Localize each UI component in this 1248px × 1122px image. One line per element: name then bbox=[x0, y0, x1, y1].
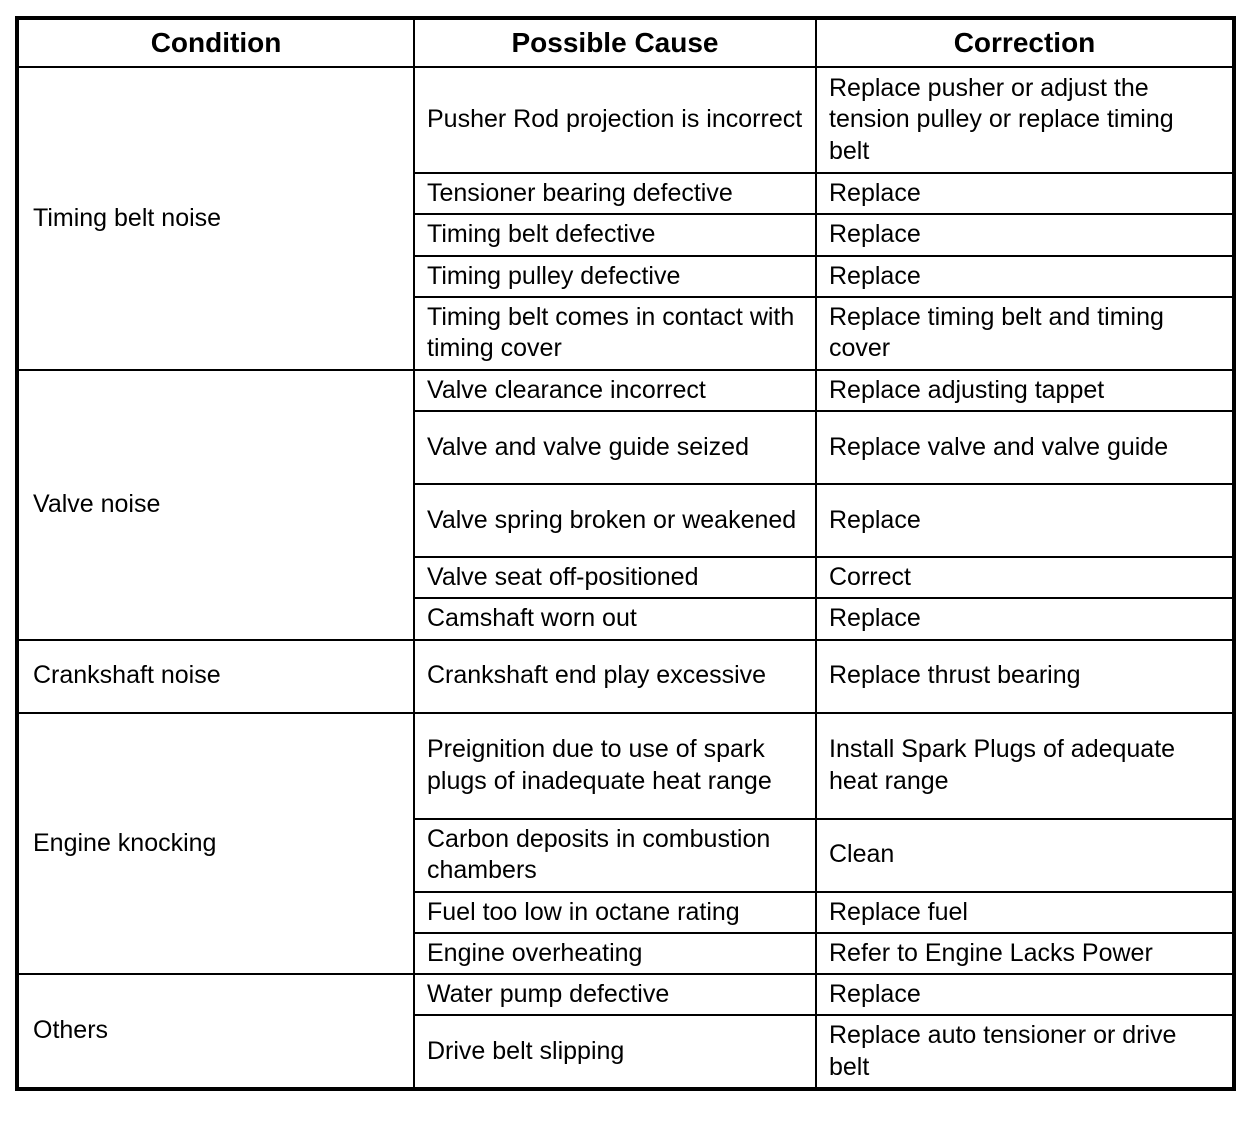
correction-cell: Replace bbox=[815, 597, 1235, 641]
correction-cell: Replace pusher or adjust the tension pul… bbox=[815, 66, 1235, 174]
table-row: Valve noise Valve clearance incorrect Re… bbox=[16, 368, 1235, 641]
cause-cell: Valve seat off-positioned bbox=[413, 555, 817, 600]
correction-cell: Correct bbox=[815, 555, 1235, 600]
correction-cell: Clean bbox=[815, 817, 1235, 893]
header-condition: Condition bbox=[16, 17, 415, 68]
cause-cell: Timing pulley defective bbox=[413, 254, 817, 298]
header-possible-cause: Possible Cause bbox=[413, 17, 817, 68]
condition-cell-timing-belt-noise: Timing belt noise bbox=[16, 66, 415, 371]
table-row: Engine knocking Preignition due to use o… bbox=[16, 711, 1235, 975]
correction-cell: Install Spark Plugs of adequate heat ran… bbox=[815, 711, 1235, 820]
correction-cell: Replace bbox=[815, 483, 1235, 558]
cause-cell: Carbon deposits in combustion chambers bbox=[413, 817, 817, 893]
cause-cell: Drive belt slipping bbox=[413, 1014, 817, 1090]
header-row: Condition Possible Cause Correction bbox=[16, 17, 1235, 68]
correction-cell: Refer to Engine Lacks Power bbox=[815, 931, 1235, 976]
correction-cell: Replace auto tensioner or drive belt bbox=[815, 1014, 1235, 1090]
table-row: Valve and valve guide seized Replace val… bbox=[17, 410, 1235, 485]
table-row: Timing belt defective Replace bbox=[17, 213, 1235, 257]
cause-cell: Tensioner bearing defective bbox=[413, 171, 817, 216]
cause-cell: Crankshaft end play excessive bbox=[413, 638, 817, 714]
table-row: Crankshaft noise Crankshaft end play exc… bbox=[16, 638, 1235, 714]
table-row: Carbon deposits in combustion chambers C… bbox=[17, 817, 1235, 893]
troubleshooting-table: Condition Possible Cause Correction Timi… bbox=[15, 16, 1236, 1091]
table-row: Tensioner bearing defective Replace bbox=[17, 171, 1235, 216]
table-row: Valve spring broken or weakened Replace bbox=[17, 483, 1235, 558]
correction-cell: Replace valve and valve guide bbox=[815, 410, 1235, 485]
correction-cell: Replace thrust bearing bbox=[815, 638, 1235, 714]
cause-cell: Preignition due to use of spark plugs of… bbox=[413, 711, 817, 820]
table-row: Fuel too low in octane rating Replace fu… bbox=[17, 890, 1235, 934]
table-row: Timing pulley defective Replace bbox=[17, 254, 1235, 298]
condition-cell-others: Others bbox=[16, 973, 415, 1090]
condition-cell-crankshaft-noise: Crankshaft noise bbox=[16, 638, 415, 714]
cause-cell: Water pump defective bbox=[413, 972, 817, 1017]
cause-cell: Camshaft worn out bbox=[413, 597, 817, 641]
table-row: Timing belt noise Pusher Rod projection … bbox=[16, 66, 1235, 371]
correction-cell: Replace bbox=[815, 171, 1235, 216]
correction-cell: Replace bbox=[815, 972, 1235, 1017]
cause-cell: Fuel too low in octane rating bbox=[413, 890, 817, 934]
correction-cell: Replace bbox=[815, 213, 1235, 257]
table-row: Valve seat off-positioned Correct bbox=[17, 555, 1235, 600]
cause-cell: Engine overheating bbox=[413, 931, 817, 976]
header-correction: Correction bbox=[815, 17, 1235, 68]
table-row: Camshaft worn out Replace bbox=[17, 597, 1235, 641]
condition-cell-engine-knocking: Engine knocking bbox=[16, 711, 415, 975]
correction-cell: Replace timing belt and timing cover bbox=[815, 295, 1235, 371]
cause-cell: Valve and valve guide seized bbox=[413, 410, 817, 485]
condition-cell-valve-noise: Valve noise bbox=[16, 368, 415, 641]
cause-cell: Valve clearance incorrect bbox=[413, 368, 817, 413]
correction-cell: Replace bbox=[815, 254, 1235, 298]
cause-cell: Valve spring broken or weakened bbox=[413, 483, 817, 558]
correction-cell: Replace adjusting tappet bbox=[815, 368, 1235, 413]
table-row: Others Water pump defective Replace bbox=[16, 972, 1235, 1090]
table-row: Timing belt comes in contact with timing… bbox=[17, 295, 1235, 371]
cause-cell: Timing belt defective bbox=[413, 213, 817, 257]
cause-cell: Pusher Rod projection is incorrect bbox=[413, 66, 817, 174]
table-row: Drive belt slipping Replace auto tension… bbox=[17, 1014, 1235, 1090]
correction-cell: Replace fuel bbox=[815, 890, 1235, 934]
cause-cell: Timing belt comes in contact with timing… bbox=[413, 295, 817, 371]
table-row: Engine overheating Refer to Engine Lacks… bbox=[17, 931, 1235, 976]
